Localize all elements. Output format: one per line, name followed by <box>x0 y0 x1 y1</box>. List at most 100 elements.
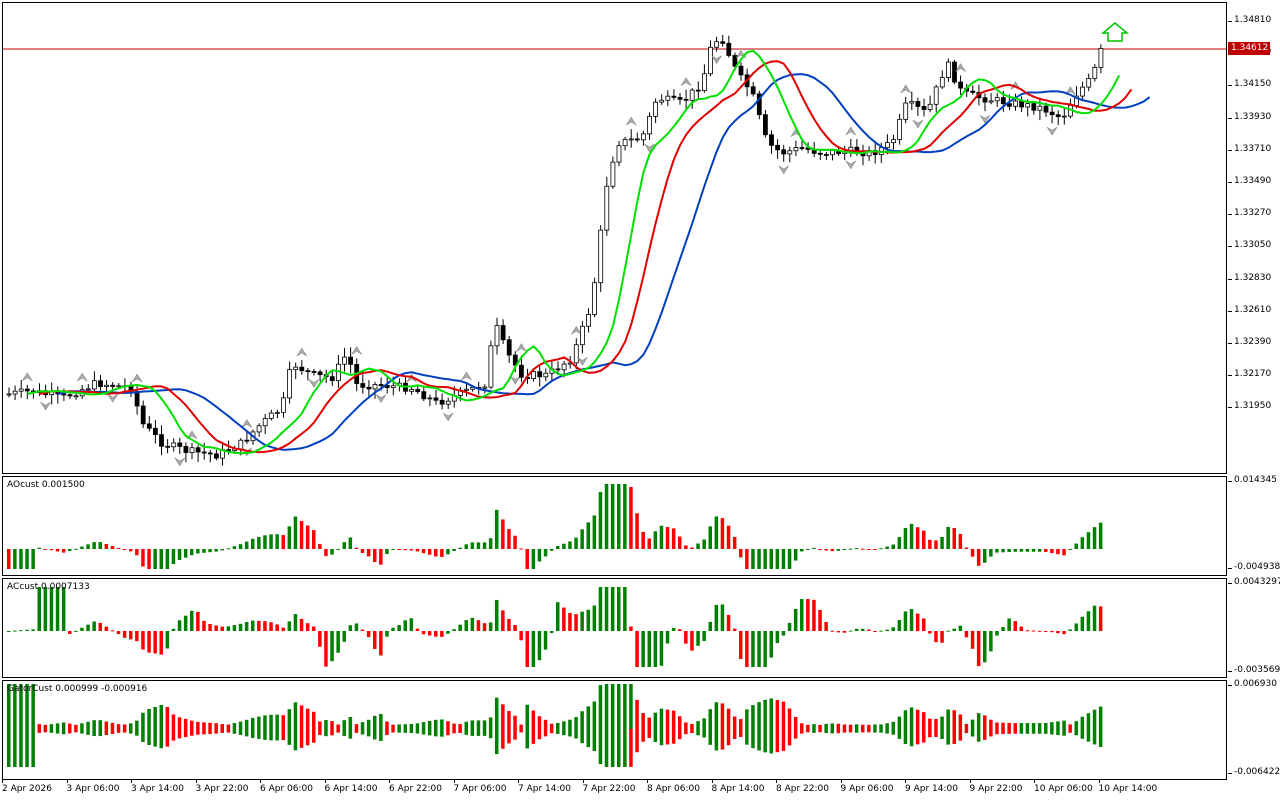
candle-body <box>18 388 24 392</box>
time-tick <box>1034 780 1035 783</box>
candle <box>177 437 183 454</box>
candle-body <box>909 101 915 104</box>
ac-bar <box>153 631 157 654</box>
candle <box>482 384 488 394</box>
gator-upper-bar <box>928 718 932 729</box>
gator-lower-bar <box>122 729 127 733</box>
ao-bar <box>147 549 151 569</box>
candle <box>897 113 902 145</box>
gator-upper-bar <box>147 709 151 729</box>
ac-bar <box>629 626 633 631</box>
time-label: 7 Apr 14:00 <box>518 784 571 794</box>
candle <box>506 335 512 363</box>
time-tick <box>1098 780 1100 783</box>
candle <box>872 143 878 164</box>
candle-body <box>67 394 73 397</box>
ao-bar <box>287 526 292 549</box>
gator-upper-bar <box>440 719 444 729</box>
ao-bar <box>879 548 883 550</box>
ac-bar <box>842 631 847 633</box>
time-tick <box>389 780 390 783</box>
candle-body <box>6 393 12 396</box>
candle <box>1086 73 1092 92</box>
gator-upper-bar <box>488 717 493 729</box>
time-label: 6 Apr 22:00 <box>389 784 442 794</box>
gator-upper-bar <box>635 699 639 729</box>
candle-body <box>226 449 232 452</box>
ac-bar <box>37 587 41 631</box>
gator-upper-bar <box>1001 722 1005 729</box>
gator-lower-bar <box>305 729 310 746</box>
gator-upper-bar <box>7 684 11 729</box>
gator-lower-bar <box>537 729 542 740</box>
gator-upper-bar <box>397 724 401 729</box>
gator-lower-bar <box>568 729 572 737</box>
gator-lower-bar <box>1037 729 1042 734</box>
candle-body <box>1098 48 1104 68</box>
time-tick <box>711 780 713 783</box>
ac-bar <box>409 618 414 631</box>
gator-upper-bar <box>55 723 60 729</box>
ac-bar <box>141 631 145 650</box>
ac-bar <box>714 604 719 631</box>
ac-bar <box>818 609 822 631</box>
gator-lower-bar <box>854 729 859 733</box>
gator-upper-bar <box>861 724 865 729</box>
time-tick <box>518 780 519 783</box>
candle <box>464 383 469 397</box>
ao-bar <box>635 513 639 549</box>
gator-upper-bar <box>110 722 115 729</box>
candle <box>543 368 549 382</box>
gator-lower-bar <box>415 729 420 734</box>
fractal-down-icon <box>979 114 991 124</box>
candle <box>281 392 286 418</box>
gator-level-top: 0.006930 <box>1234 679 1277 689</box>
gator-upper-bar <box>366 719 371 729</box>
fractal-down-icon <box>107 394 118 403</box>
gator-lower-bar <box>147 729 151 745</box>
gator-lower-bar <box>342 729 346 737</box>
gator-upper-bar <box>946 709 950 729</box>
gator-lower-bar <box>238 729 243 735</box>
candle <box>647 112 652 141</box>
ac-bar <box>739 631 743 659</box>
gator-upper-bar <box>214 723 218 729</box>
ao-bar <box>1044 549 1048 552</box>
gator-lower-bar <box>678 729 682 740</box>
ac-bar <box>732 628 737 631</box>
candle-body <box>531 371 536 379</box>
ac-bar <box>287 621 292 631</box>
ao-indicator-pane[interactable]: AOcust 0.001500 <box>2 476 1227 576</box>
candle <box>171 438 177 452</box>
candle-body <box>628 138 634 141</box>
ac-bar <box>879 630 883 632</box>
ac-bar <box>68 631 72 634</box>
ac-indicator-pane[interactable]: ACcust 0.0007133 <box>2 578 1227 678</box>
candle-body <box>1031 103 1037 111</box>
fractal-down-icon <box>40 401 51 411</box>
candle-body <box>342 356 347 365</box>
ac-bar <box>238 623 243 631</box>
gator-lower-bar <box>159 729 163 749</box>
ac-bar <box>970 631 975 649</box>
ao-bar <box>98 542 102 549</box>
gator-upper-bar <box>854 724 859 729</box>
candle <box>903 96 909 124</box>
gator-upper-bar <box>80 723 84 729</box>
price-chart-pane[interactable] <box>2 2 1227 474</box>
gator-upper-bar <box>970 719 975 729</box>
gator-lower-bar <box>623 729 627 767</box>
candle-body <box>146 423 152 429</box>
gator-lower-bar <box>1056 729 1060 736</box>
candle <box>592 277 597 318</box>
fractal-up-icon <box>516 343 527 352</box>
gator-lower-bar <box>562 729 566 736</box>
candle <box>195 445 201 462</box>
gator-indicator-pane[interactable]: GatorCust 0.000999 -0.000916 <box>2 680 1227 780</box>
candle-body <box>500 325 506 341</box>
ao-bar <box>586 522 590 549</box>
ac-bar <box>177 620 182 631</box>
candle-body <box>738 65 744 76</box>
gator-upper-bar <box>659 708 664 729</box>
candle-body <box>110 384 116 387</box>
